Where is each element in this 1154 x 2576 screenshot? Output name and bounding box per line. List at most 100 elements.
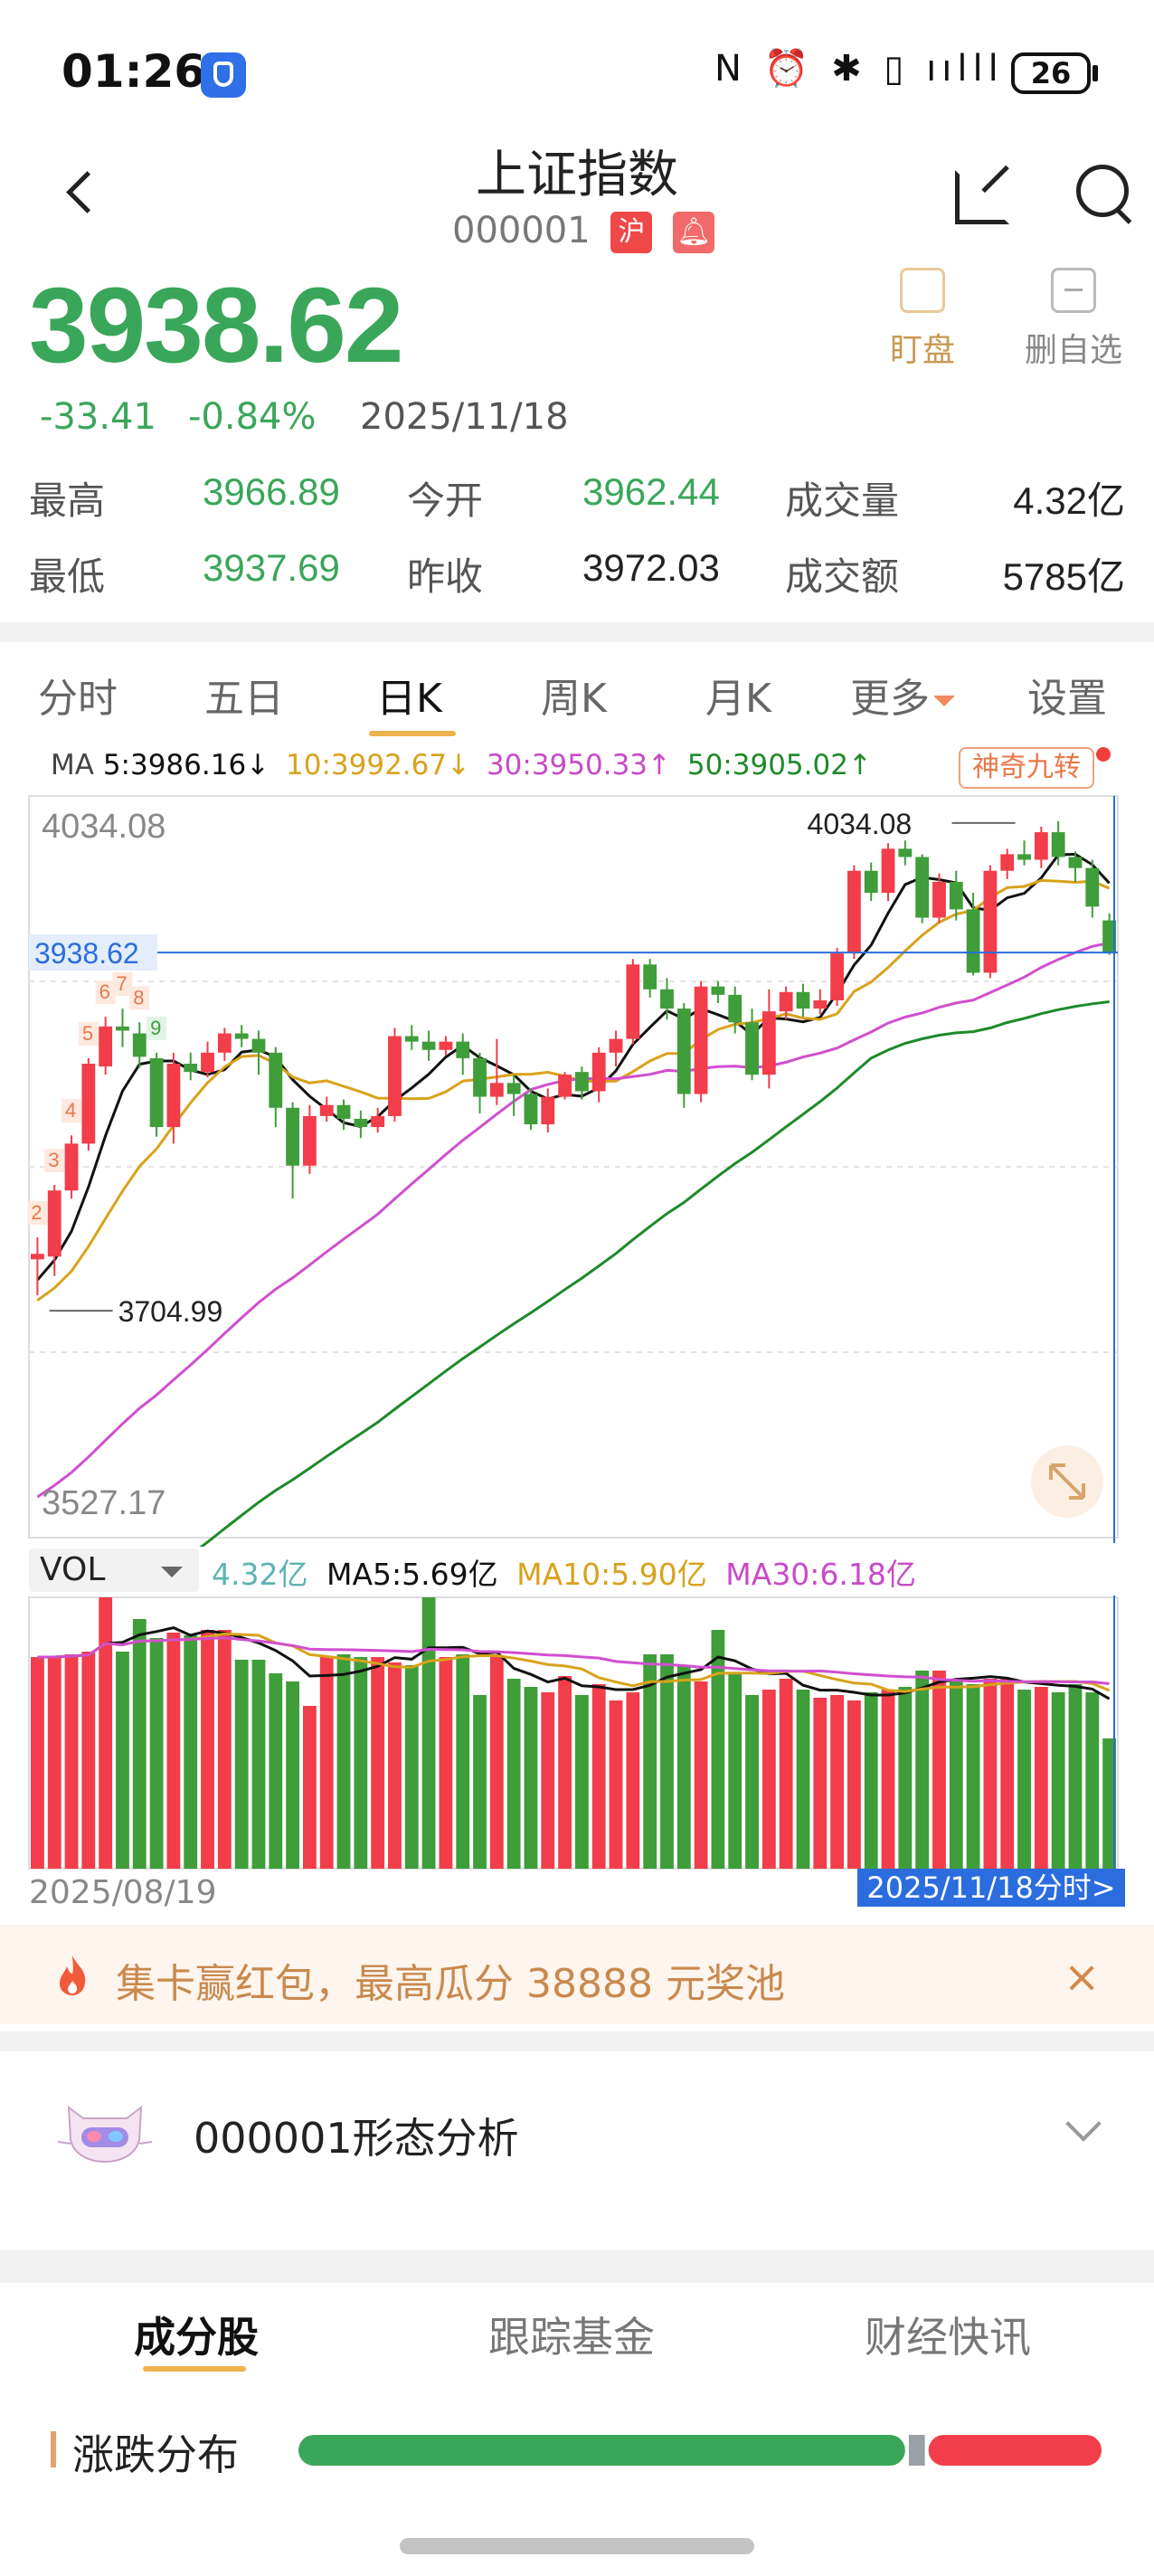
tab-weekly-k[interactable]: 周K (541, 676, 607, 722)
volume-bar (371, 1657, 385, 1869)
volume-bar (813, 1698, 828, 1869)
vol-ma5: MA5:5.69亿 (326, 1557, 498, 1592)
promo-banner[interactable] (0, 1925, 1154, 2024)
vol-ma30-line (37, 1636, 1110, 1685)
candle-body (269, 1052, 283, 1108)
candle-body (81, 1064, 96, 1144)
candle-body (541, 1096, 555, 1125)
pattern-analysis-title[interactable]: 000001形态分析 (194, 2114, 519, 2163)
price-change-pct: -0.84% (188, 396, 317, 438)
volume-bar (915, 1671, 930, 1869)
candle-body (847, 870, 861, 954)
status-icons: N ⏰ ✱ ▯ ıılll (714, 48, 1004, 90)
volume-bar (1051, 1692, 1065, 1869)
volume-bar (336, 1654, 351, 1869)
candle-body (796, 991, 810, 1009)
chevron-down-icon[interactable] (1065, 2106, 1102, 2142)
tab-tracking-funds[interactable]: 跟踪基金 (488, 2313, 655, 2362)
watch-button[interactable]: 盯盘 (864, 268, 981, 371)
candle-body (660, 989, 674, 1009)
candle-body (354, 1118, 368, 1128)
share-icon[interactable] (950, 161, 1013, 224)
candle-body (421, 1041, 436, 1050)
remove-watchlist-button[interactable]: 删自选 (1015, 268, 1132, 371)
search-icon[interactable] (1073, 161, 1136, 224)
ma-lines (36, 852, 1111, 1547)
volume-bar (796, 1690, 810, 1869)
close-icon[interactable]: × (1064, 1952, 1101, 2003)
intraday-link[interactable]: 2025/11/18分时> (857, 1869, 1125, 1907)
volume-bar (234, 1660, 249, 1869)
high-value: 3966.89 (203, 470, 340, 513)
vol-legend: 4.32亿 MA5:5.69亿 MA10:5.90亿 MA30:6.18亿 (212, 1550, 916, 1594)
tab-constituents[interactable]: 成分股 (134, 2313, 259, 2362)
volume-bar (524, 1687, 538, 1869)
ma10-line (36, 878, 1111, 1302)
volume-bar (660, 1654, 674, 1869)
volume-bar (626, 1692, 640, 1869)
volume-bar (609, 1700, 623, 1869)
expand-icon-glyph (1049, 1463, 1085, 1500)
volume-bar (1085, 1692, 1100, 1869)
tab-five-day[interactable]: 五日 (204, 676, 284, 722)
volume-bar (473, 1695, 487, 1869)
nine-turn-label: 6 (99, 980, 110, 1003)
tab-financial-news[interactable]: 财经快讯 (865, 2313, 1031, 2362)
home-indicator[interactable] (400, 2538, 754, 2554)
tab-more[interactable]: 更多 (850, 666, 955, 724)
min-annotation: 3704.99 (118, 1295, 223, 1328)
volume-bar (1017, 1690, 1031, 1869)
open-label: 今开 (407, 478, 484, 523)
candle-body (116, 1026, 129, 1031)
vol-selector-label: VOL (40, 1551, 106, 1588)
candle-body (609, 1038, 623, 1053)
candle-body (404, 1036, 419, 1042)
volume-bar (1068, 1684, 1083, 1869)
bell-icon[interactable]: 🔔︎ (673, 212, 715, 253)
candle-body (184, 1064, 198, 1073)
status-time: 01:26 (61, 45, 206, 98)
volume-bar (898, 1687, 913, 1869)
candle-body (319, 1104, 334, 1116)
magic-nine-turn-button[interactable]: 神奇九转 (959, 747, 1094, 789)
nine-turn-badge (95, 980, 116, 1005)
active-tab-indicator (369, 731, 456, 736)
distribution-bar (298, 2435, 1102, 2466)
candle-body (591, 1052, 606, 1092)
tab-intraday[interactable]: 分时 (38, 676, 118, 722)
candle-body (99, 1026, 113, 1067)
candle-body (676, 1009, 691, 1094)
vol-value: 4.32亿 (212, 1557, 308, 1592)
nine-turn-badge (129, 986, 150, 1010)
volume-bar (761, 1690, 776, 1869)
nine-turn-label: 9 (150, 1017, 161, 1039)
volume-bar (983, 1679, 998, 1869)
candle-body (830, 953, 844, 1000)
volume-bar (1000, 1679, 1015, 1869)
tab-settings[interactable]: 设置 (1027, 676, 1107, 722)
volume-bar (269, 1673, 283, 1869)
vol-selector[interactable]: VOL (29, 1548, 199, 1592)
candle-body (694, 986, 708, 1094)
volume-bar (864, 1692, 878, 1869)
candle-body (898, 848, 913, 857)
notification-dot (1096, 747, 1111, 762)
volume-bar (184, 1635, 198, 1869)
tab-daily-k[interactable]: 日K (376, 676, 442, 722)
prev-close-value: 3972.03 (582, 546, 720, 589)
nine-turn-label: 2 (31, 1201, 42, 1224)
volume-bar (64, 1654, 79, 1869)
section-divider (0, 622, 1154, 642)
price-change: -33.41 (40, 396, 156, 438)
current-price-tag-bg (29, 934, 157, 971)
prev-close-label: 昨收 (407, 554, 484, 599)
volume-chart[interactable] (0, 1596, 1154, 1872)
tab-monthly-k[interactable]: 月K (705, 676, 771, 722)
nine-turn-badge (78, 1021, 99, 1046)
candle-body (524, 1094, 538, 1125)
chart-grid (28, 795, 1119, 1539)
down-segment (298, 2435, 905, 2466)
current-price-tag: 3938.62 (34, 937, 139, 970)
candlestick-chart[interactable]: 4034.08 3527.17 3938.62 4034.08 3704.99 2 3 4 56… (0, 787, 1154, 1547)
low-value: 3937.69 (203, 546, 340, 589)
